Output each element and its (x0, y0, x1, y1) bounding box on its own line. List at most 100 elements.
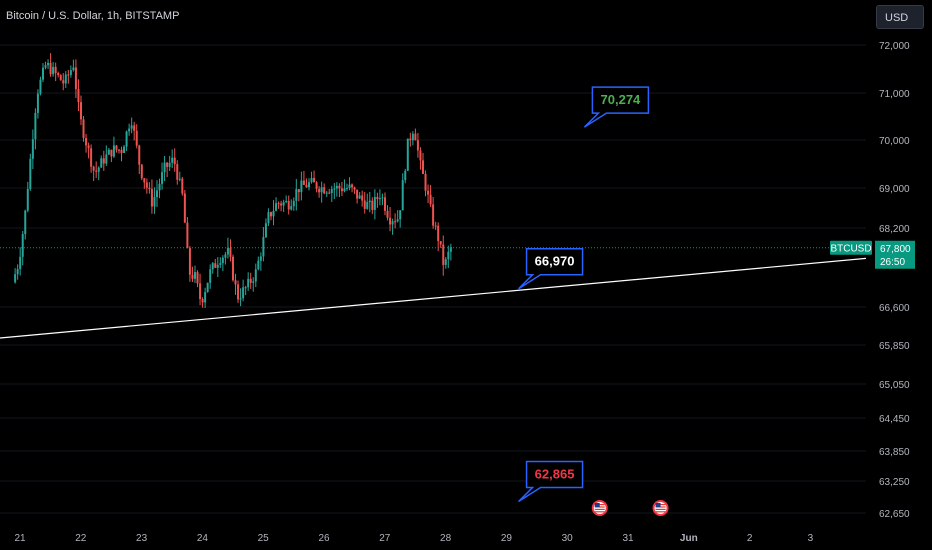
candle-body (348, 184, 351, 189)
candle-body (378, 198, 381, 200)
candle-body (300, 180, 303, 193)
candle-body (404, 170, 407, 181)
candle-body (153, 197, 156, 207)
candle-body (295, 189, 298, 201)
candle-body (237, 284, 240, 300)
trendline[interactable] (0, 257, 871, 339)
candle-body (264, 223, 267, 238)
candle-body (371, 200, 374, 210)
symbol-tag: BTCUSD (830, 243, 871, 254)
candle-body (383, 197, 386, 211)
x-tick-label: Jun (680, 533, 698, 544)
candle-body (191, 274, 194, 279)
candle-body (204, 292, 207, 303)
candle-body (221, 257, 224, 264)
candle-body (419, 150, 422, 161)
x-tick-label: 31 (622, 533, 634, 544)
event-markers (591, 500, 669, 516)
candle-body (92, 166, 95, 171)
candle-body (199, 283, 202, 300)
candle-body (282, 202, 285, 206)
callout-label: 70,274 (601, 92, 642, 107)
candle-body (366, 202, 369, 209)
candle-body (257, 260, 260, 270)
y-tick-label: 68,200 (879, 224, 910, 235)
candle-body (145, 182, 148, 188)
candle-body (414, 133, 417, 141)
us-flag-icon[interactable] (591, 500, 608, 516)
candle-body (67, 74, 70, 76)
candle-body (193, 272, 196, 279)
candle-body (41, 67, 44, 80)
candle-body (345, 188, 348, 190)
candle-body (59, 75, 62, 81)
candle-body (216, 264, 219, 268)
candle-body (133, 125, 136, 131)
callout-box[interactable] (518, 247, 584, 290)
candle-body (201, 299, 204, 303)
candle-body (269, 212, 272, 217)
price-axis[interactable]: 72,000 71,000 70,000 69,000 68,200 66,600 65,8… (879, 41, 910, 520)
candle-body (368, 200, 371, 203)
candle-body (74, 67, 77, 90)
candle-body (138, 145, 141, 165)
candle-body (110, 149, 113, 157)
candle-body (323, 187, 326, 194)
candle-body (135, 130, 138, 146)
x-tick-label: 3 (808, 533, 814, 544)
candle-body (79, 102, 82, 120)
candle-body (272, 210, 275, 217)
candle-body (72, 67, 75, 71)
candle-body (82, 119, 85, 138)
x-tick-label: 22 (75, 533, 87, 544)
candle-body (183, 193, 186, 223)
callout-box[interactable] (583, 86, 650, 128)
candle-body (287, 200, 290, 210)
currency-button[interactable]: USD (876, 5, 924, 29)
candle-body (340, 188, 343, 192)
candle-body (100, 158, 103, 168)
callout-box[interactable] (518, 460, 584, 503)
candle-body (31, 139, 34, 159)
time-axis[interactable]: 21 22 23 24 25 26 27 28 29 30 31 Jun 2 3 (14, 533, 813, 544)
x-tick-label: 25 (258, 533, 270, 544)
us-flag-icon[interactable] (652, 500, 669, 516)
candle-body (26, 188, 29, 211)
candle-body (140, 164, 143, 179)
candle-body (439, 241, 442, 245)
candle-body (29, 158, 32, 189)
candle-body (351, 184, 354, 188)
candle-body (429, 194, 432, 205)
candle-body (447, 251, 450, 260)
candle-body (166, 162, 169, 167)
candle-body (214, 263, 217, 268)
callout-label: 66,970 (535, 254, 575, 269)
candle-body (449, 246, 452, 252)
candle-body (333, 188, 336, 190)
y-tick-label: 66,600 (879, 303, 910, 314)
candle-body (115, 145, 118, 150)
candle-body (313, 177, 316, 183)
candle-body (163, 162, 166, 173)
candle-body (54, 66, 57, 74)
candle-body (424, 173, 427, 191)
candle-body (315, 182, 318, 189)
candle-body (24, 210, 27, 235)
y-tick-label: 62,650 (879, 509, 910, 520)
candle-body (168, 162, 171, 167)
candle-body (44, 65, 47, 68)
candle-body (259, 256, 262, 261)
candle-body (302, 180, 305, 185)
candle-body (224, 254, 227, 258)
candle-body (305, 184, 308, 188)
candle-body (112, 145, 115, 157)
candle-body (442, 244, 445, 265)
candle-body (97, 167, 100, 172)
candle-body (188, 248, 191, 275)
candle-body (409, 138, 412, 141)
y-tick-label: 72,000 (879, 41, 910, 52)
candle-body (353, 187, 356, 190)
candle-body (176, 164, 179, 180)
candle-body (90, 148, 93, 167)
